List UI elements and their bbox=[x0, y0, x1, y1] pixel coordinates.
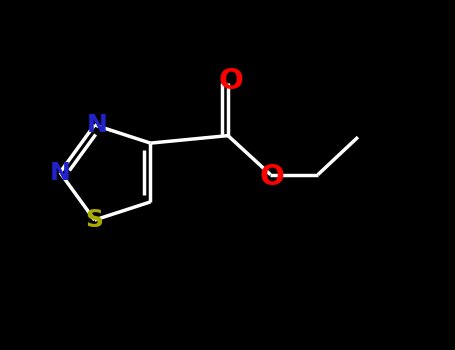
Text: O: O bbox=[218, 66, 243, 94]
Text: O: O bbox=[259, 163, 284, 191]
Text: N: N bbox=[50, 161, 71, 184]
Text: N: N bbox=[86, 113, 107, 137]
Text: S: S bbox=[86, 208, 104, 232]
